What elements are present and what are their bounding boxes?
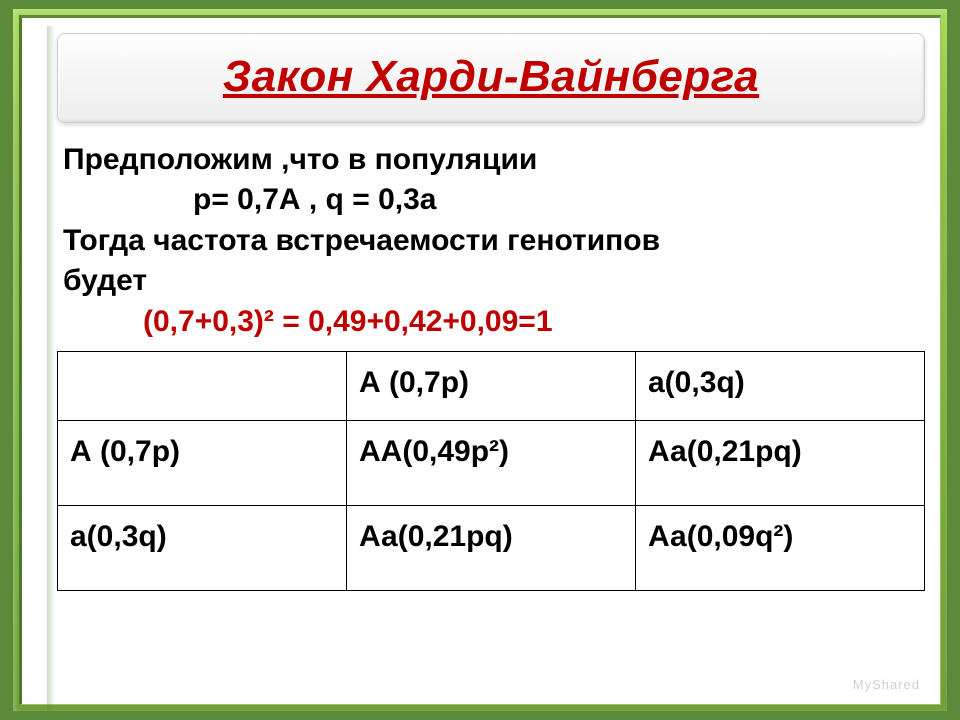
body-text: Предположим ,что в популяции p= 0,7А , q… (63, 141, 925, 341)
line-5: (0,7+0,3)² = 0,49+0,42+0,09=1 (63, 303, 925, 341)
line-1: Предположим ,что в популяции (63, 141, 925, 179)
cell-0-0 (58, 351, 347, 420)
cell-1-1: АА(0,49р²) (347, 420, 636, 505)
cell-0-1: А (0,7р) (347, 351, 636, 420)
line-3: Тогда частота встречаемости генотипов (63, 222, 925, 260)
line-4: будет (63, 262, 925, 300)
cell-2-1: Аа(0,21рq) (347, 505, 636, 590)
cell-0-2: а(0,3q) (636, 351, 925, 420)
outer-frame: Закон Харди-Вайнберга Предположим ,что в… (12, 8, 948, 712)
punnett-table: А (0,7р) а(0,3q) А (0,7р) АА(0,49р²) Аа(… (57, 351, 925, 591)
cell-1-2: Аа(0,21рq) (636, 420, 925, 505)
left-decoration (47, 26, 55, 720)
cell-2-0: а(0,3q) (58, 505, 347, 590)
inner-frame: Закон Харди-Вайнберга Предположим ,что в… (19, 15, 941, 705)
line-2: p= 0,7А , q = 0,3а (63, 181, 925, 219)
slide-title: Закон Харди-Вайнберга (78, 52, 904, 102)
cell-1-0: А (0,7р) (58, 420, 347, 505)
slide-content: Закон Харди-Вайнберга Предположим ,что в… (57, 23, 925, 689)
cell-2-2: Аа(0,09q²) (636, 505, 925, 590)
watermark: MyShared (853, 677, 920, 692)
title-bar: Закон Харди-Вайнберга (57, 33, 925, 123)
